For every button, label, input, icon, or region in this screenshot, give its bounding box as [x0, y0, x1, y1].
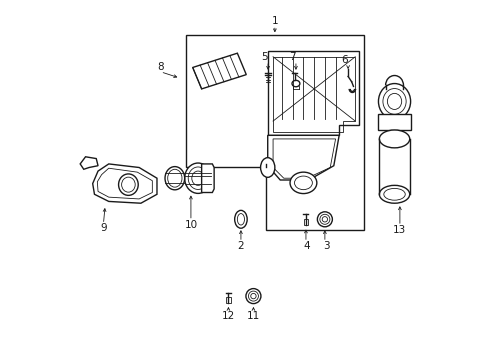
Polygon shape: [201, 164, 214, 193]
Ellipse shape: [291, 80, 299, 87]
Text: 12: 12: [222, 311, 235, 321]
Text: 11: 11: [246, 311, 260, 321]
Text: 3: 3: [323, 241, 329, 251]
Polygon shape: [378, 114, 410, 130]
Text: 9: 9: [100, 223, 106, 233]
Bar: [303, 219, 307, 225]
Text: 7: 7: [289, 52, 295, 62]
Ellipse shape: [245, 289, 261, 303]
Polygon shape: [267, 135, 339, 180]
Ellipse shape: [289, 172, 316, 194]
Text: 4: 4: [303, 241, 310, 251]
Polygon shape: [192, 53, 246, 89]
Polygon shape: [93, 164, 157, 203]
Text: 1: 1: [271, 16, 278, 26]
Bar: [226, 297, 230, 303]
Text: 5: 5: [260, 52, 267, 62]
Ellipse shape: [234, 210, 246, 228]
Text: 13: 13: [392, 225, 406, 235]
Ellipse shape: [379, 130, 409, 148]
Ellipse shape: [164, 167, 184, 190]
Polygon shape: [80, 157, 98, 169]
Text: 10: 10: [184, 220, 197, 230]
Polygon shape: [267, 51, 358, 135]
Text: 6: 6: [341, 55, 347, 65]
Ellipse shape: [184, 163, 211, 193]
Ellipse shape: [260, 158, 274, 177]
Text: 2: 2: [237, 241, 244, 251]
Text: 8: 8: [157, 63, 163, 72]
Ellipse shape: [378, 84, 410, 119]
Ellipse shape: [187, 165, 208, 192]
Ellipse shape: [118, 174, 138, 195]
Ellipse shape: [317, 212, 332, 227]
Ellipse shape: [379, 185, 409, 203]
